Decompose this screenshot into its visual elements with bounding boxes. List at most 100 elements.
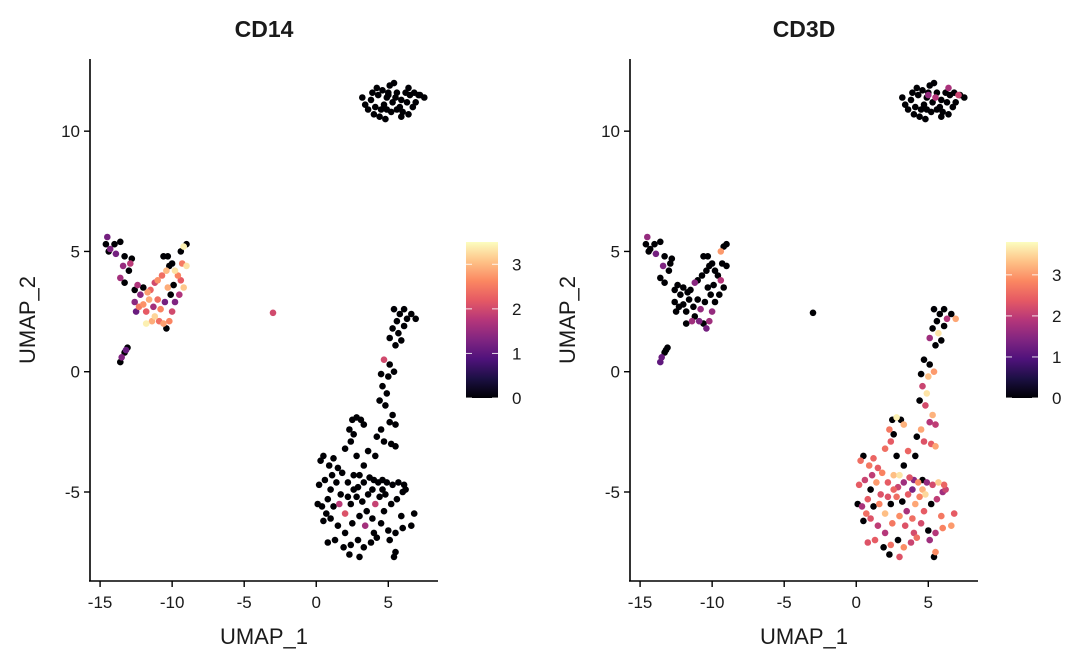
data-point [183,262,190,270]
y-tick-label: 0 [71,363,80,382]
data-point [131,298,138,306]
data-point [893,452,900,460]
colorbar-legend: 0 1 2 3 [466,242,521,408]
data-point [350,486,358,493]
data-point [346,551,353,558]
data-point [377,426,385,433]
data-point [917,370,925,378]
data-point [887,500,895,508]
data-point [168,260,176,267]
data-point [896,471,903,479]
data-point [925,527,932,534]
data-point [389,325,396,332]
data-point [376,113,383,120]
data-point [694,296,701,303]
data-point [710,281,717,289]
data-point [353,452,360,460]
data-point [145,296,153,303]
data-point [369,486,376,493]
data-point [403,315,411,323]
data-point [106,245,114,253]
data-point [952,99,959,106]
data-point [171,267,179,275]
colorbar-tick-label: 3 [1052,266,1061,285]
data-point [360,544,368,551]
data-point [680,301,687,308]
data-point [671,298,678,306]
data-point [723,262,730,270]
data-point [405,111,412,118]
data-point [913,534,921,541]
data-point [645,248,652,255]
x-axis-title: UMAP_1 [760,624,848,649]
data-point [360,421,368,428]
data-point [880,544,887,551]
data-point [943,315,951,323]
data-point [896,553,903,561]
data-point [360,479,368,486]
data-point [395,329,402,337]
data-point [878,469,886,477]
data-point [901,522,909,529]
data-point [400,305,408,313]
data-point [372,500,379,508]
data-point [860,452,867,460]
data-point [923,479,931,486]
data-point [396,103,404,111]
data-point [695,317,703,325]
data-point [652,250,660,258]
data-point [382,402,389,409]
panel-title: CD3D [773,16,836,42]
data-point [408,522,415,529]
data-point [398,512,405,520]
data-point [881,510,889,517]
data-point [338,469,346,477]
data-point [662,346,670,354]
data-point [858,503,866,510]
y-axis-title: UMAP_2 [555,276,580,364]
data-point [367,96,375,104]
data-point [140,284,147,291]
data-point [948,522,955,529]
data-point [932,94,939,101]
data-point [926,361,933,368]
data-point [269,309,277,317]
data-point [377,520,385,527]
data-point [154,277,161,284]
data-point [350,471,358,479]
data-point [855,481,863,489]
data-point [914,479,922,486]
data-point [952,315,959,323]
data-point [331,536,339,544]
data-point [865,462,873,469]
data-point [910,111,918,118]
data-point [940,481,948,489]
data-point [723,240,730,248]
data-point [318,503,326,510]
data-point [916,113,923,120]
y-tick-label: -5 [605,483,620,502]
data-point [920,356,928,364]
data-point [161,298,169,306]
data-point [873,479,880,486]
points-layer [102,79,428,561]
data-point [659,262,667,270]
data-point [385,91,392,99]
data-point [380,101,388,108]
data-point [121,279,128,287]
data-point [354,536,362,544]
data-point [385,527,392,534]
data-point [909,515,916,522]
data-point [881,445,889,453]
colorbar-tick-label: 0 [512,389,521,408]
data-point [356,553,363,561]
data-point [410,510,418,517]
data-point [685,296,693,303]
data-point [682,308,690,315]
data-point [392,529,399,537]
data-point [913,84,921,92]
data-point [320,517,327,525]
data-point [887,438,895,445]
data-point [347,541,355,549]
data-point [177,277,185,284]
